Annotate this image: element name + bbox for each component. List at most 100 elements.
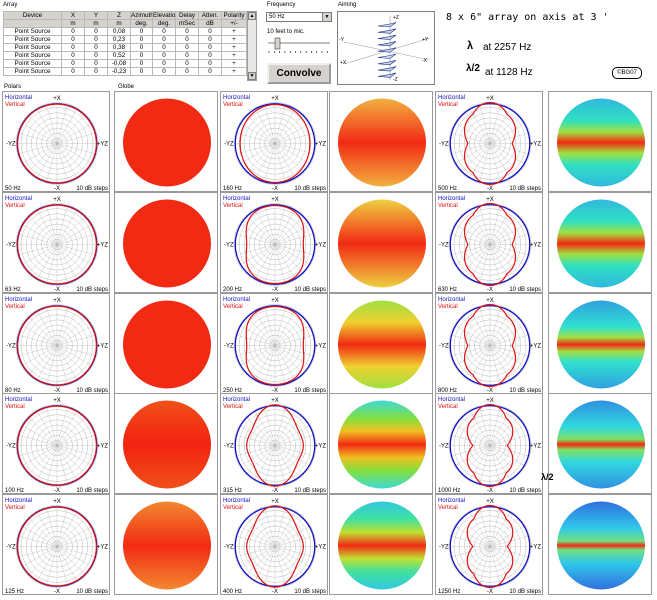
table-cell[interactable]: + [221,43,247,52]
table-cell[interactable]: 0 [152,67,176,76]
table-cell[interactable]: 0 [61,43,85,52]
table-header-cell[interactable]: Atten. [198,11,222,20]
table-cell[interactable]: 0 [175,35,199,44]
globe-plot[interactable] [548,494,652,595]
table-cell[interactable]: Point Source [3,59,62,68]
table-cell[interactable]: 0 [84,35,108,44]
table-cell[interactable]: 0 [175,51,199,60]
aiming-diagram[interactable]: +Z -Y +Y +X -X -Z [337,11,435,85]
table-cell[interactable]: -0,08 [107,59,131,68]
table-header-cell[interactable]: Elevation [152,11,176,20]
table-cell[interactable]: 0 [175,59,199,68]
table-cell[interactable]: 0 [175,43,199,52]
table-row[interactable]: Point Source 0 0 0,23 0 0 0 0 + [3,35,247,44]
table-header-cell[interactable]: Polarity [221,11,247,20]
table-row[interactable]: Point Source 0 0 0,52 0 0 0 0 + [3,51,247,60]
table-cell[interactable]: 0 [61,67,85,76]
table-header-cell[interactable]: Z [107,11,131,20]
table-cell[interactable]: + [221,51,247,60]
table-cell[interactable]: Point Source [3,27,62,36]
table-cell[interactable]: 0 [198,59,222,68]
table-cell[interactable]: 0 [61,35,85,44]
table-cell[interactable]: 0 [84,67,108,76]
table-cell[interactable]: 0 [152,59,176,68]
table-row[interactable]: Point Source 0 0 0,38 0 0 0 0 + [3,43,247,52]
table-cell[interactable]: 0 [84,27,108,36]
globe-plot[interactable] [114,192,218,293]
globe-plot[interactable] [548,293,652,394]
frequency-select[interactable]: 50 Hz ▼ [266,12,332,22]
table-cell[interactable]: 0 [130,51,153,60]
table-cell[interactable]: 0 [198,43,222,52]
globe-plot[interactable] [329,293,433,394]
table-cell[interactable]: 0 [61,51,85,60]
table-cell[interactable]: Point Source [3,51,62,60]
table-cell[interactable]: + [221,67,247,76]
table-cell[interactable]: 0 [198,35,222,44]
globe-plot[interactable] [329,494,433,595]
table-cell[interactable]: 0 [84,43,108,52]
table-cell[interactable]: 0 [198,51,222,60]
table-cell[interactable]: 0 [84,59,108,68]
array-scrollbar[interactable]: ▲ ▼ [247,11,257,81]
table-header-cell[interactable]: Azimuth [130,11,153,20]
table-row[interactable]: Point Source 0 0 -0,23 0 0 0 0 + [3,67,247,76]
table-header-cell[interactable]: Device [3,11,62,20]
globe-plot[interactable] [329,91,433,192]
table-row[interactable]: Point Source 0 0 -0,08 0 0 0 0 + [3,59,247,68]
scroll-down-arrow-icon[interactable]: ▼ [248,72,256,80]
table-cell[interactable]: + [221,35,247,44]
table-cell[interactable]: 0 [130,35,153,44]
table-cell[interactable]: Point Source [3,43,62,52]
globe-plot[interactable] [114,393,218,494]
table-cell[interactable]: Point Source [3,67,62,76]
table-header-cell[interactable]: Y [84,11,108,20]
slider-thumb[interactable] [274,37,281,50]
table-cell[interactable]: 0 [175,67,199,76]
globe-plot[interactable] [548,91,652,192]
table-cell[interactable]: 0 [152,51,176,60]
table-cell[interactable]: + [221,59,247,68]
table-header-cell[interactable]: Delay [175,11,199,20]
scroll-up-arrow-icon[interactable]: ▲ [248,12,256,20]
table-cell[interactable]: Point Source [3,35,62,44]
table-cell[interactable]: 0 [152,27,176,36]
table-cell[interactable]: 0 [61,27,85,36]
chevron-down-icon[interactable]: ▼ [322,13,331,21]
table-cell[interactable]: 0 [198,67,222,76]
table-cell[interactable]: -0,23 [107,67,131,76]
table-cell[interactable]: 0,08 [107,27,131,36]
globe-plot[interactable] [329,393,433,494]
globe-plot[interactable] [114,293,218,394]
table-cell[interactable]: 0 [130,67,153,76]
table-row[interactable]: Point Source 0 0 0,08 0 0 0 0 + [3,27,247,36]
table-cell[interactable]: 0 [175,27,199,36]
table-cell[interactable]: 0 [198,27,222,36]
table-cell[interactable]: + [221,27,247,36]
table-cell[interactable]: 0 [84,51,108,60]
globe-plot[interactable] [114,91,218,192]
table-cell[interactable]: 0 [130,27,153,36]
table-cell[interactable]: 0 [130,43,153,52]
globe-plot[interactable] [114,494,218,595]
table-cell[interactable]: 0 [152,43,176,52]
distance-slider[interactable] [266,37,332,55]
table-cell[interactable]: 0,38 [107,43,131,52]
table-cell[interactable]: 0,23 [107,35,131,44]
table-cell[interactable]: 0 [61,59,85,68]
globe-plot[interactable] [329,192,433,293]
